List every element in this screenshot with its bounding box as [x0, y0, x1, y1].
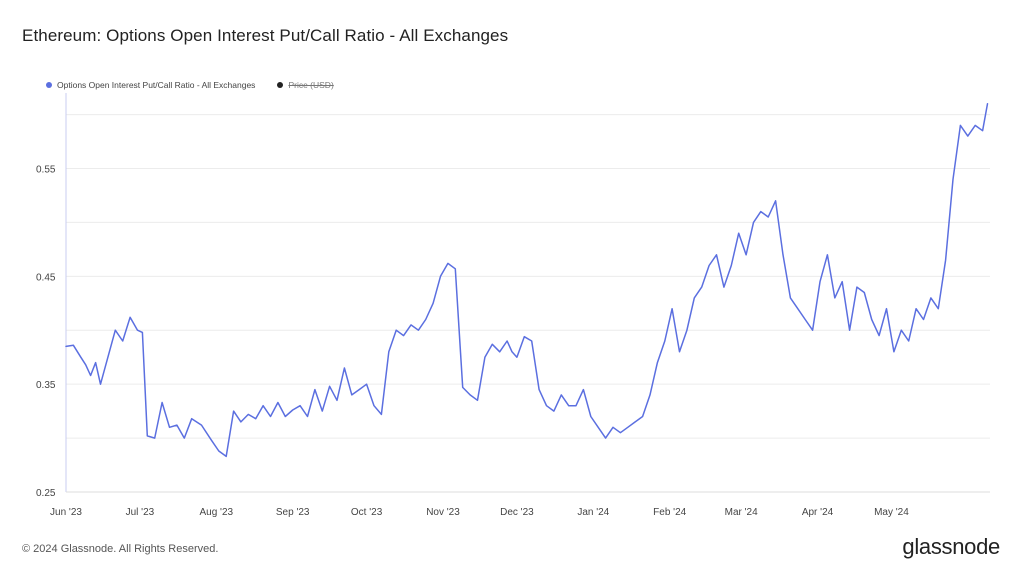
copyright-footer: © 2024 Glassnode. All Rights Reserved.: [22, 543, 219, 555]
legend-dot-put-call-ratio: [46, 82, 52, 88]
y-tick-label: 0.25: [36, 488, 56, 499]
legend-label-put-call-ratio: Options Open Interest Put/Call Ratio - A…: [57, 80, 256, 90]
x-tick-label: Feb '24: [653, 507, 686, 518]
x-tick-label: Dec '23: [500, 507, 534, 518]
legend-label-price: Price (USD): [288, 80, 334, 90]
legend-item-price[interactable]: Price (USD): [277, 80, 334, 90]
x-tick-label: Jun '23: [50, 507, 82, 518]
x-tick-label: Aug '23: [199, 507, 233, 518]
series-line-put-call-ratio: [65, 103, 989, 458]
legend-dot-price: [277, 82, 284, 88]
y-tick-label: 0.55: [36, 164, 56, 175]
legend: Options Open Interest Put/Call Ratio - A…: [46, 80, 334, 90]
x-tick-label: Jan '24: [577, 507, 609, 518]
chart-title: Ethereum: Options Open Interest Put/Call…: [22, 26, 509, 45]
x-tick-label: Oct '23: [351, 507, 383, 518]
x-tick-label: Apr '24: [802, 507, 834, 518]
x-tick-label: Mar '24: [725, 507, 758, 518]
x-tick-label: Nov '23: [426, 507, 460, 518]
x-tick-label: May '24: [874, 507, 909, 518]
x-tick-label: Sep '23: [276, 507, 310, 518]
glassnode-logo: glassnode: [902, 534, 1000, 559]
y-tick-label: 0.45: [36, 272, 56, 283]
x-tick-label: Jul '23: [126, 507, 155, 518]
y-tick-label: 0.35: [36, 380, 56, 391]
legend-item-put-call-ratio[interactable]: Options Open Interest Put/Call Ratio - A…: [46, 80, 255, 90]
